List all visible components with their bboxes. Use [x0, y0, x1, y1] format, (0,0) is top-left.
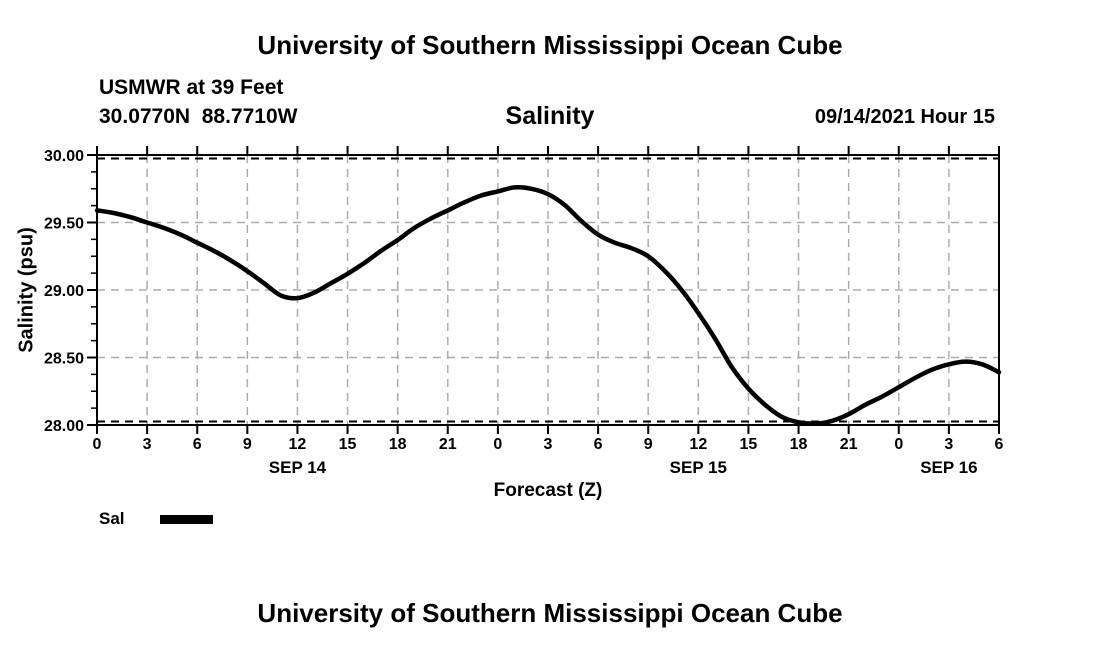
day-label: SEP 15	[670, 458, 727, 477]
x-tick-label: 12	[289, 436, 307, 453]
day-label: SEP 14	[269, 458, 327, 477]
x-tick-label: 3	[544, 436, 553, 453]
page-title-top: University of Southern Mississippi Ocean…	[257, 30, 843, 60]
salinity-curve	[94, 184, 1002, 426]
x-tick-label: 9	[644, 436, 653, 453]
chart-title: Salinity	[505, 102, 595, 130]
x-tick-label: 6	[594, 436, 603, 453]
x-tick-label: 0	[93, 436, 102, 453]
plot-frame	[96, 154, 1000, 426]
x-tick-label: 6	[193, 436, 202, 453]
legend-line-swatch	[160, 515, 213, 524]
x-tick-label: 0	[894, 436, 903, 453]
y-tick-label: 29.50	[44, 216, 84, 233]
y-tick-label: 28.00	[44, 418, 84, 435]
station-label: USMWR at 39 Feet	[99, 76, 284, 99]
page-title-bottom: University of Southern Mississippi Ocean…	[257, 598, 843, 628]
x-tick-label: 21	[840, 436, 858, 453]
x-tick-label: 18	[389, 436, 407, 453]
x-tick-label: 9	[243, 436, 252, 453]
y-tick-label: 29.00	[44, 283, 84, 300]
x-tick-label: 18	[790, 436, 808, 453]
y-tick-label: 30.00	[44, 148, 84, 165]
x-tick-label: 0	[493, 436, 502, 453]
day-label: SEP 16	[920, 458, 977, 477]
x-tick-label: 15	[740, 436, 758, 453]
x-tick-label: 3	[944, 436, 953, 453]
x-tick-label: 21	[439, 436, 457, 453]
x-axis-label: Forecast (Z)	[493, 480, 603, 501]
x-tick-label: 3	[143, 436, 152, 453]
legend-label: Sal	[99, 509, 125, 528]
x-tick-label: 6	[995, 436, 1004, 453]
y-tick-label: 28.50	[44, 351, 84, 368]
x-tick-label: 15	[339, 436, 357, 453]
station-coordinates: 30.0770N 88.7710W	[99, 105, 298, 128]
x-tick-label: 12	[689, 436, 707, 453]
forecast-datetime: 09/14/2021 Hour 15	[814, 106, 995, 128]
